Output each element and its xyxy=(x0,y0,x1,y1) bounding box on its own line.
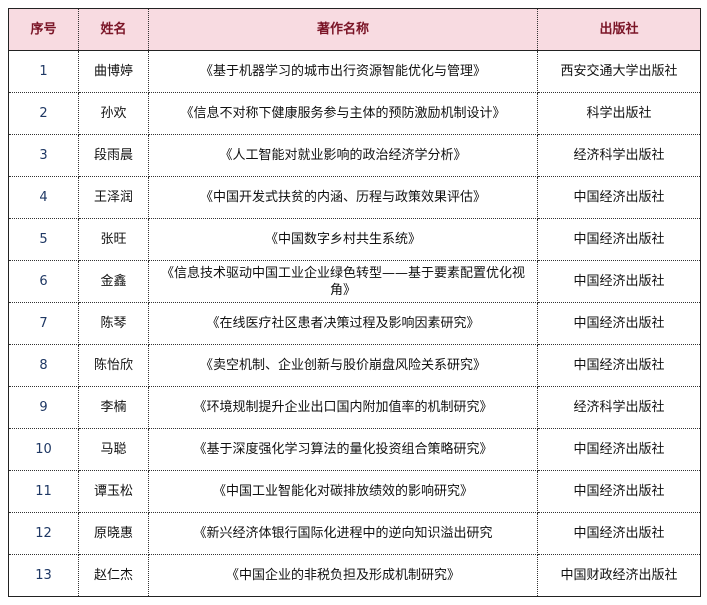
publisher: 经济科学出版社 xyxy=(537,134,701,177)
table-row: 13 赵仁杰 《中国企业的非税负担及形成机制研究》 中国财政经济出版社 xyxy=(8,554,701,597)
table-row: 7 陈琴 《在线医疗社区患者决策过程及影响因素研究》 中国经济出版社 xyxy=(8,302,701,345)
author-name: 陈琴 xyxy=(78,302,149,345)
author-name: 原晓惠 xyxy=(78,512,149,555)
row-number: 7 xyxy=(8,302,79,345)
work-title: 《中国数字乡村共生系统》 xyxy=(148,218,538,261)
author-name: 陈怡欣 xyxy=(78,344,149,387)
work-title: 《中国开发式扶贫的内涵、历程与政策效果评估》 xyxy=(148,176,538,219)
work-title: 《中国企业的非税负担及形成机制研究》 xyxy=(148,554,538,597)
publisher: 中国财政经济出版社 xyxy=(537,554,701,597)
table-row: 1 曲博婷 《基于机器学习的城市出行资源智能优化与管理》 西安交通大学出版社 xyxy=(8,50,701,93)
author-name: 孙欢 xyxy=(78,92,149,135)
work-title: 《人工智能对就业影响的政治经济学分析》 xyxy=(148,134,538,177)
work-title: 《基于机器学习的城市出行资源智能优化与管理》 xyxy=(148,50,538,93)
table-row: 5 张旺 《中国数字乡村共生系统》 中国经济出版社 xyxy=(8,218,701,261)
row-number: 8 xyxy=(8,344,79,387)
author-name: 李楠 xyxy=(78,386,149,429)
author-name: 谭玉松 xyxy=(78,470,149,513)
work-title: 《环境规制提升企业出口国内附加值率的机制研究》 xyxy=(148,386,538,429)
publisher: 科学出版社 xyxy=(537,92,701,135)
publisher: 中国经济出版社 xyxy=(537,260,701,303)
row-number: 6 xyxy=(8,260,79,303)
work-title: 《新兴经济体银行国际化进程中的逆向知识溢出研究 xyxy=(148,512,538,555)
publisher: 西安交通大学出版社 xyxy=(537,50,701,93)
work-title: 《卖空机制、企业创新与股价崩盘风险关系研究》 xyxy=(148,344,538,387)
table-row: 4 王泽润 《中国开发式扶贫的内涵、历程与政策效果评估》 中国经济出版社 xyxy=(8,176,701,219)
row-number: 9 xyxy=(8,386,79,429)
publisher: 中国经济出版社 xyxy=(537,344,701,387)
header-no: 序号 xyxy=(8,8,79,51)
author-name: 马聪 xyxy=(78,428,149,471)
publisher: 中国经济出版社 xyxy=(537,470,701,513)
row-number: 1 xyxy=(8,50,79,93)
table-row: 9 李楠 《环境规制提升企业出口国内附加值率的机制研究》 经济科学出版社 xyxy=(8,386,701,429)
header-title: 著作名称 xyxy=(148,8,538,51)
publications-table: 序号 姓名 著作名称 出版社 1 曲博婷 《基于机器学习的城市出行资源智能优化与管理… xyxy=(8,8,701,597)
table-row: 11 谭玉松 《中国工业智能化对碳排放绩效的影响研究》 中国经济出版社 xyxy=(8,470,701,513)
table-row: 10 马聪 《基于深度强化学习算法的量化投资组合策略研究》 中国经济出版社 xyxy=(8,428,701,471)
author-name: 王泽润 xyxy=(78,176,149,219)
publisher: 中国经济出版社 xyxy=(537,302,701,345)
publisher: 中国经济出版社 xyxy=(537,428,701,471)
table-row: 8 陈怡欣 《卖空机制、企业创新与股价崩盘风险关系研究》 中国经济出版社 xyxy=(8,344,701,387)
row-number: 12 xyxy=(8,512,79,555)
row-number: 10 xyxy=(8,428,79,471)
header-row: 序号 姓名 著作名称 出版社 xyxy=(8,8,701,51)
row-number: 3 xyxy=(8,134,79,177)
author-name: 曲博婷 xyxy=(78,50,149,93)
row-number: 13 xyxy=(8,554,79,597)
work-title: 《在线医疗社区患者决策过程及影响因素研究》 xyxy=(148,302,538,345)
table-row: 6 金鑫 《信息技术驱动中国工业企业绿色转型——基于要素配置优化视角》 中国经济出版社 xyxy=(8,260,701,303)
table-row: 2 孙欢 《信息不对称下健康服务参与主体的预防激励机制设计》 科学出版社 xyxy=(8,92,701,135)
table-row: 12 原晓惠 《新兴经济体银行国际化进程中的逆向知识溢出研究 中国经济出版社 xyxy=(8,512,701,555)
publisher: 中国经济出版社 xyxy=(537,176,701,219)
author-name: 张旺 xyxy=(78,218,149,261)
work-title: 《基于深度强化学习算法的量化投资组合策略研究》 xyxy=(148,428,538,471)
author-name: 赵仁杰 xyxy=(78,554,149,597)
row-number: 2 xyxy=(8,92,79,135)
row-number: 11 xyxy=(8,470,79,513)
header-publisher: 出版社 xyxy=(537,8,701,51)
work-title: 《中国工业智能化对碳排放绩效的影响研究》 xyxy=(148,470,538,513)
work-title: 《信息技术驱动中国工业企业绿色转型——基于要素配置优化视角》 xyxy=(148,260,538,303)
publisher: 中国经济出版社 xyxy=(537,218,701,261)
publisher: 经济科学出版社 xyxy=(537,386,701,429)
table-row: 3 段雨晨 《人工智能对就业影响的政治经济学分析》 经济科学出版社 xyxy=(8,134,701,177)
header-name: 姓名 xyxy=(78,8,149,51)
publisher: 中国经济出版社 xyxy=(537,512,701,555)
row-number: 5 xyxy=(8,218,79,261)
author-name: 金鑫 xyxy=(78,260,149,303)
work-title: 《信息不对称下健康服务参与主体的预防激励机制设计》 xyxy=(148,92,538,135)
row-number: 4 xyxy=(8,176,79,219)
author-name: 段雨晨 xyxy=(78,134,149,177)
